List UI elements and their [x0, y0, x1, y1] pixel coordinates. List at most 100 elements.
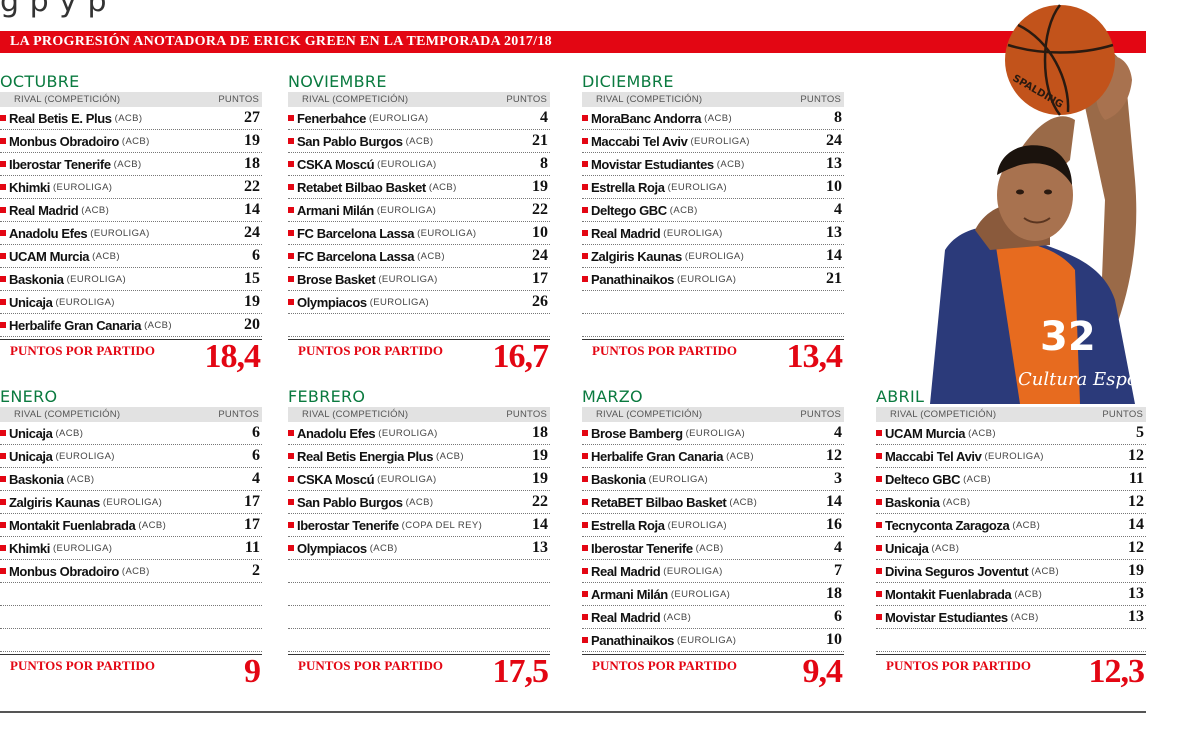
- bullet-marker: [288, 230, 294, 236]
- team-name: Brose Bamberg: [591, 425, 683, 441]
- rival-cell: Delteco GBC (ACB): [876, 472, 991, 487]
- competition: (ACB): [66, 473, 95, 485]
- empty-row: [288, 606, 550, 629]
- rival-cell: Zalgiris Kaunas (EUROLIGA): [582, 249, 744, 264]
- competition: (EUROLIGA): [369, 296, 430, 308]
- team-name: UCAM Murcia: [885, 425, 966, 441]
- month-summary: PUNTOS POR PARTIDO 18,4: [0, 338, 262, 384]
- competition: (ACB): [436, 450, 464, 462]
- competition: (EUROLIGA): [52, 181, 113, 193]
- rival-cell: Estrella Roja (EUROLIGA): [582, 518, 727, 533]
- team-name: UCAM Murcia: [9, 248, 90, 264]
- column-points-label: PUNTOS: [506, 94, 547, 105]
- column-header: RIVAL (COMPETICIÓN) PUNTOS: [288, 407, 550, 422]
- game-row: Unicaja (ACB) 12: [876, 537, 1146, 560]
- team-name: Montakit Fuenlabrada: [885, 586, 1012, 602]
- game-row: CSKA Moscú (EUROLIGA) 8: [288, 153, 550, 176]
- team-name: Herbalife Gran Canaria: [9, 317, 142, 333]
- bullet-marker: [0, 161, 6, 167]
- empty-row: [0, 629, 262, 652]
- game-row: Montakit Fuenlabrada (ACB) 13: [876, 583, 1146, 606]
- points-value: 3: [834, 470, 842, 487]
- competition: (EUROLIGA): [667, 181, 727, 193]
- game-row: San Pablo Burgos (ACB) 22: [288, 491, 550, 514]
- competition: (EUROLIGA): [663, 227, 723, 239]
- points-value: 4: [834, 424, 842, 441]
- bullet-marker: [0, 522, 6, 528]
- bullet-marker: [0, 253, 6, 259]
- rival-cell: Real Madrid (ACB): [0, 203, 109, 218]
- bullet-marker: [288, 453, 294, 459]
- team-name: Panathinaikos: [591, 632, 674, 648]
- rival-cell: Monbus Obradoiro (ACB): [0, 134, 150, 149]
- month-name: ENERO: [0, 387, 58, 406]
- competition: (ACB): [716, 158, 745, 170]
- rival-cell: Baskonia (ACB): [876, 495, 970, 510]
- bullet-marker: [876, 614, 882, 620]
- team-name: Movistar Estudiantes: [591, 156, 714, 172]
- competition: (ACB): [144, 319, 172, 331]
- team-name: Maccabi Tel Aviv: [885, 448, 982, 464]
- game-row: Unicaja (EUROLIGA) 19: [0, 291, 262, 314]
- month-name: ABRIL: [876, 387, 925, 406]
- competition: (EUROLIGA): [377, 158, 437, 170]
- game-row: Monbus Obradoiro (ACB) 2: [0, 560, 262, 583]
- bullet-marker: [582, 184, 588, 190]
- rival-cell: Retabet Bilbao Basket (ACB): [288, 180, 457, 195]
- rival-cell: San Pablo Burgos (ACB): [288, 495, 433, 510]
- game-row: Estrella Roja (EUROLIGA) 16: [582, 514, 844, 537]
- team-name: Anadolu Efes: [297, 425, 376, 441]
- points-value: 14: [1128, 516, 1144, 533]
- team-name: Estrella Roja: [591, 179, 665, 195]
- bullet-marker: [582, 430, 588, 436]
- bullet-marker: [876, 591, 882, 597]
- rival-cell: Armani Milán (EUROLIGA): [288, 203, 436, 218]
- month-summary: PUNTOS POR PARTIDO 9,4: [582, 653, 844, 699]
- month-name: DICIEMBRE: [582, 72, 674, 91]
- team-name: Deltego GBC: [591, 202, 667, 218]
- jersey-number: 32: [1040, 314, 1096, 360]
- bullet-marker: [0, 322, 6, 328]
- rival-cell: Panathinaikos (EUROLIGA): [582, 633, 736, 648]
- bullet-marker: [0, 545, 6, 551]
- competition: (ACB): [417, 250, 445, 262]
- team-name: Fenerbahce: [297, 110, 366, 126]
- rival-cell: Unicaja (EUROLIGA): [0, 295, 115, 310]
- points-value: 17: [244, 493, 260, 510]
- team-name: Real Betis Energia Plus: [297, 448, 434, 464]
- points-per-game-label: PUNTOS POR PARTIDO: [298, 658, 443, 673]
- points-per-game-value: 9,4: [802, 653, 843, 690]
- points-value: 19: [532, 447, 548, 464]
- points-per-game-value: 18,4: [204, 338, 261, 375]
- competition: (EUROLIGA): [648, 473, 709, 485]
- bullet-marker: [0, 299, 6, 305]
- game-row: UCAM Murcia (ACB) 5: [876, 422, 1146, 445]
- month-table: NOVIEMBRE RIVAL (COMPETICIÓN) PUNTOS Fenerb…: [288, 72, 550, 375]
- points-value: 14: [826, 493, 842, 510]
- team-name: Armani Milán: [591, 586, 668, 602]
- rival-cell: Iberostar Tenerife (ACB): [0, 157, 142, 172]
- points-per-game-value: 9: [244, 653, 261, 690]
- competition: (ACB): [369, 542, 398, 554]
- bullet-marker: [0, 568, 6, 574]
- column-points-label: PUNTOS: [800, 409, 841, 420]
- competition: (ACB): [405, 135, 434, 147]
- bullet-marker: [0, 184, 6, 190]
- rival-cell: Real Betis Energia Plus (ACB): [288, 449, 464, 464]
- bullet-marker: [582, 115, 588, 121]
- competition: (ACB): [405, 496, 434, 508]
- month-summary: PUNTOS POR PARTIDO 9: [0, 653, 262, 699]
- game-row: Tecnyconta Zaragoza (ACB) 14: [876, 514, 1146, 537]
- points-value: 19: [532, 470, 548, 487]
- banner-title: LA PROGRESIÓN ANOTADORA DE ERICK GREEN E…: [10, 34, 552, 49]
- points-value: 20: [244, 316, 260, 333]
- bullet-marker: [582, 591, 588, 597]
- competition: (ACB): [931, 542, 960, 554]
- points-value: 4: [252, 470, 260, 487]
- competition: (ACB): [1031, 565, 1060, 577]
- points-value: 4: [834, 539, 842, 556]
- bullet-marker: [0, 230, 6, 236]
- team-name: San Pablo Burgos: [297, 133, 403, 149]
- points-value: 18: [826, 585, 842, 602]
- competition: (EUROLIGA): [690, 135, 750, 147]
